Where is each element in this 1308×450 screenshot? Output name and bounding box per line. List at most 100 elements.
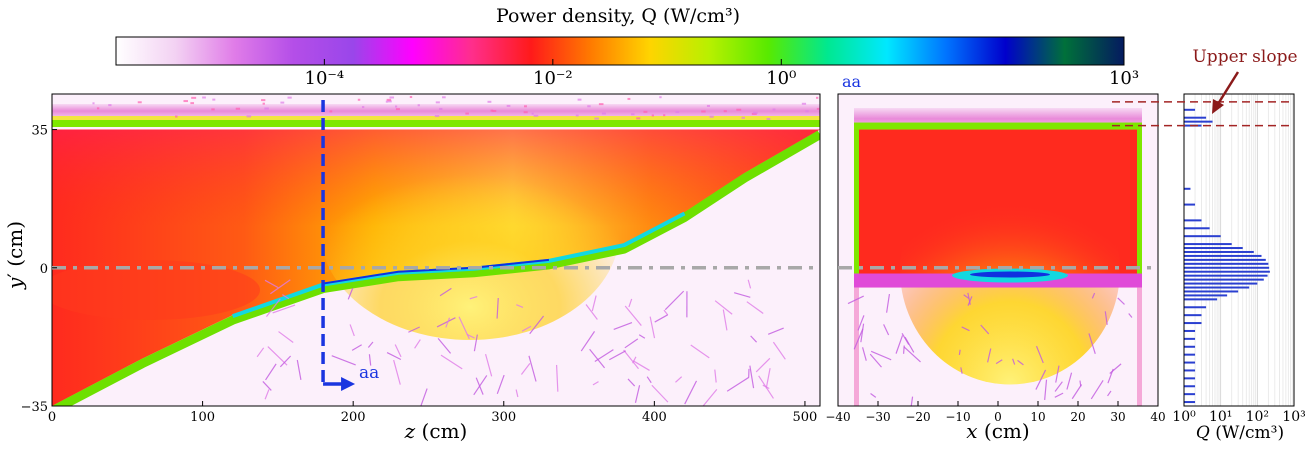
surface-speck (631, 113, 634, 115)
surface-speck (395, 106, 397, 108)
surface-speck (211, 108, 214, 110)
surface-speck (264, 108, 269, 110)
q-bar (1184, 247, 1243, 249)
surface-speck (534, 115, 539, 117)
q-bar (1184, 275, 1268, 277)
q-bar (1184, 235, 1221, 237)
q-bar (1184, 330, 1195, 332)
x-tick-label: 100 (190, 410, 215, 425)
surface-speck (138, 101, 142, 103)
y-tick-label: −35 (21, 400, 48, 415)
q-bar (1184, 204, 1195, 206)
q-bar (1184, 267, 1269, 269)
surface-speck (362, 106, 364, 108)
surface-speck (418, 104, 420, 106)
q-profile-x-label: Q (W/cm³) (1196, 423, 1284, 443)
surface-speck (594, 118, 599, 120)
colorbar-tick-label: 10³ (1109, 68, 1139, 89)
surface-speck (288, 97, 292, 99)
surface-speck (435, 115, 439, 117)
q-bar (1184, 219, 1201, 221)
surface-speck (92, 102, 94, 104)
slab-right-edge (1137, 130, 1142, 288)
surface-speck (773, 109, 776, 111)
q-bar (1184, 393, 1195, 395)
surface-speck (280, 102, 284, 104)
q-bar (1184, 401, 1195, 403)
surface-speck (587, 105, 590, 107)
x-tick-label: 500 (793, 410, 818, 425)
surface-speck (707, 105, 710, 107)
surface-speck (191, 97, 196, 99)
surface-speck (742, 117, 745, 119)
x-tick-label: 10³ (1282, 409, 1305, 425)
surface-speck (439, 108, 442, 110)
x-tick-label: 10⁰ (1172, 409, 1196, 425)
y-tick-label: 35 (31, 124, 48, 139)
surface-speck (805, 110, 808, 112)
surface-speck (643, 111, 647, 113)
surface-speck (578, 99, 582, 101)
side-view-y-label: y′ (cm) (3, 221, 27, 290)
hot-spot (320, 120, 620, 340)
surface-speck (247, 115, 252, 117)
q-bar (1184, 279, 1264, 281)
q-bar (1184, 263, 1268, 265)
q-bar (1184, 294, 1227, 296)
x-tick-label: 300 (491, 410, 516, 425)
q-bar (1184, 259, 1266, 261)
surface-speck (599, 103, 604, 105)
q-bar (1184, 251, 1254, 253)
cross-section-title: aa (842, 72, 862, 91)
surface-speck (97, 107, 99, 109)
q-bar (1184, 283, 1257, 285)
upper-slope-label: Upper slope (1192, 47, 1297, 67)
x-tick-label: 400 (642, 410, 667, 425)
q-bar (1184, 109, 1195, 111)
surface-speck (108, 104, 111, 106)
surface-speck (396, 108, 400, 110)
q-bar (1184, 346, 1195, 348)
x-tick-label: 10 (1030, 410, 1045, 424)
q-bar (1184, 188, 1190, 190)
q-bar (1184, 338, 1195, 340)
q-bar (1184, 255, 1262, 257)
surface-speck (212, 99, 215, 101)
surface-speck (636, 117, 640, 119)
section-aa-label: aa (359, 363, 379, 383)
surface-speck (736, 109, 741, 111)
x-tick-label: 0 (48, 410, 56, 425)
colorbar-tick-label: 10⁰ (766, 68, 796, 89)
surface-speck (236, 108, 240, 110)
particle-track (904, 345, 905, 353)
q-bar (1184, 287, 1249, 289)
x-tick-label: 200 (341, 410, 366, 425)
surface-speck (663, 114, 665, 116)
surface-speck (487, 101, 491, 103)
particle-track (959, 350, 960, 355)
surface-speck (387, 99, 391, 101)
q-bar (1184, 121, 1213, 123)
surface-speck (816, 97, 818, 99)
q-bar (1184, 354, 1195, 356)
upper-slope-arrow (1218, 72, 1238, 104)
q-profile-frame (1184, 94, 1294, 406)
colorbar-title: Power density, Q (W/cm³) (496, 5, 740, 27)
surface-speck (675, 111, 679, 113)
colorbar-gradient (116, 37, 1124, 65)
surface-speck (183, 100, 188, 102)
cross-section-x-label: x (cm) (966, 419, 1029, 443)
q-bar (1184, 290, 1238, 292)
surface-speck (329, 110, 332, 112)
x-tick-label: −40 (825, 410, 850, 424)
surface-speck (524, 111, 528, 113)
q-bar (1184, 298, 1217, 300)
side-view-x-label: z (cm) (404, 419, 468, 443)
x-tick-label: −30 (865, 410, 890, 424)
surface-speck (358, 99, 360, 101)
q-bar (1184, 227, 1210, 229)
surface-speck (710, 116, 714, 118)
surface-speck (753, 112, 758, 114)
